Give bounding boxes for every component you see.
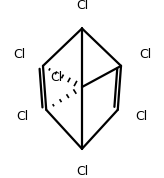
Text: Cl: Cl [139, 48, 151, 61]
Text: Cl: Cl [13, 48, 25, 61]
Text: Cl: Cl [76, 165, 88, 178]
Text: Cl: Cl [16, 110, 28, 123]
Text: Cl: Cl [76, 0, 88, 12]
Text: Cl: Cl [50, 71, 62, 84]
Text: Cl: Cl [136, 110, 148, 123]
